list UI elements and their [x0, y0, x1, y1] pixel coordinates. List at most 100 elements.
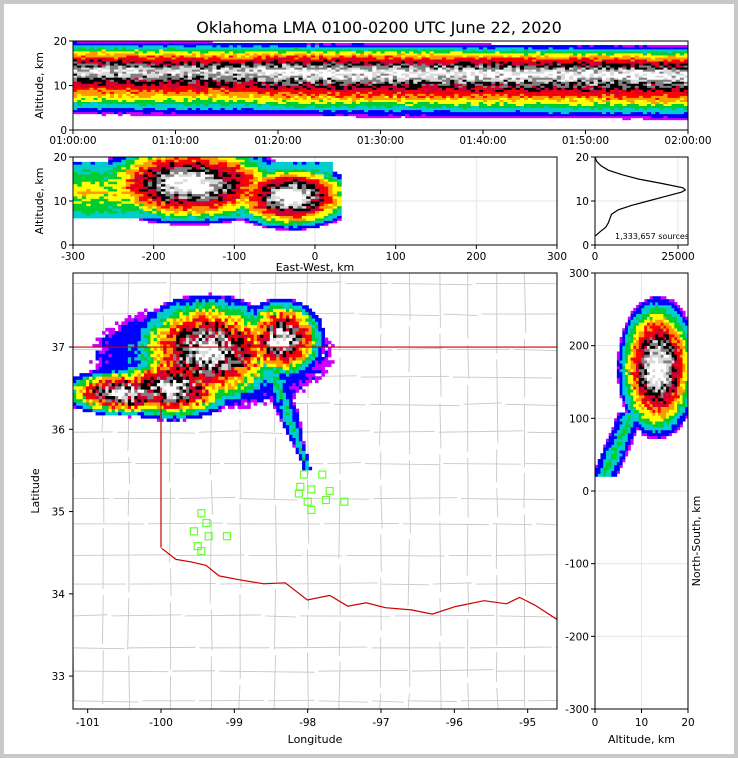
- time-height-cell: [478, 105, 484, 109]
- time-height-cell: [216, 73, 221, 76]
- time-height-cell: [163, 43, 168, 46]
- time-height-cell: [126, 85, 131, 88]
- time-height-cell: [228, 61, 234, 64]
- time-height-cell: [585, 87, 590, 90]
- time-height-cell: [466, 63, 471, 66]
- time-height-cell: [450, 107, 455, 111]
- time-height-cell: [171, 47, 176, 50]
- time-height-cell: [519, 95, 525, 98]
- time-height-cell: [122, 49, 127, 52]
- time-height-cell: [478, 75, 484, 78]
- time-height-cell: [470, 107, 476, 111]
- time-height-cell: [454, 47, 459, 50]
- time-height-cell: [606, 113, 611, 117]
- time-height-cell: [163, 89, 168, 92]
- time-height-cell: [396, 109, 402, 113]
- time-height-cell: [204, 79, 209, 82]
- time-height-cell: [511, 111, 517, 115]
- time-height-cell: [138, 101, 143, 104]
- time-height-cell: [433, 91, 439, 94]
- time-height-cell: [97, 49, 102, 52]
- time-height-cell: [437, 107, 443, 111]
- time-height-cell: [89, 99, 94, 102]
- time-height-cell: [212, 111, 217, 115]
- time-height-cell: [483, 87, 488, 90]
- time-height-cell: [347, 99, 353, 102]
- time-height-cell: [437, 47, 443, 50]
- time-height-cell: [388, 101, 394, 104]
- time-height-cell: [89, 45, 94, 48]
- time-height-cell: [351, 79, 357, 82]
- time-height-cell: [187, 55, 193, 58]
- time-height-cell: [335, 103, 340, 107]
- time-height-cell: [581, 103, 586, 107]
- time-height-cell: [216, 85, 221, 88]
- time-height-cell: [396, 61, 402, 64]
- time-height-cell: [97, 63, 102, 66]
- time-height-cell: [179, 91, 184, 94]
- time-height-cell: [257, 81, 262, 84]
- time-height-cell: [81, 69, 86, 72]
- time-height-cell: [77, 81, 82, 84]
- time-height-cell: [442, 87, 447, 90]
- time-height-cell: [138, 69, 143, 72]
- time-height-cell: [130, 67, 135, 70]
- time-height-cell: [614, 93, 619, 96]
- time-height-cell: [261, 83, 266, 86]
- time-height-cell: [118, 67, 123, 70]
- time-height-cell: [622, 65, 627, 68]
- time-height-cell: [167, 113, 172, 117]
- time-height-cell: [401, 83, 406, 86]
- time-height-cell: [560, 63, 566, 66]
- time-height-cell: [462, 95, 467, 98]
- time-height-cell: [216, 55, 221, 58]
- time-height-cell: [548, 67, 553, 70]
- time-height-cell: [573, 47, 578, 50]
- time-height-cell: [216, 43, 221, 46]
- time-height-cell: [519, 75, 525, 78]
- time-height-cell: [347, 71, 353, 74]
- time-height-cell: [175, 75, 180, 78]
- time-height-cell: [417, 87, 422, 90]
- time-height-cell: [409, 65, 414, 68]
- time-height-cell: [179, 75, 184, 78]
- time-height-cell: [425, 79, 430, 82]
- time-height-cell: [560, 75, 566, 78]
- time-height-cell: [323, 67, 328, 70]
- time-height-cell: [314, 97, 320, 100]
- time-height-cell: [376, 65, 381, 68]
- time-height-cell: [85, 61, 90, 64]
- time-height-cell: [581, 95, 586, 98]
- time-height-cell: [216, 101, 221, 104]
- time-height-cell: [101, 85, 107, 88]
- time-height-cell: [183, 83, 189, 86]
- time-height-cell: [191, 79, 197, 82]
- time-height-cell: [159, 89, 164, 92]
- time-height-cell: [364, 81, 369, 84]
- time-height-cell: [577, 63, 582, 66]
- time-height-cell: [314, 77, 320, 80]
- time-height-cell: [97, 99, 102, 102]
- time-height-cell: [450, 109, 455, 113]
- time-height-cell: [216, 51, 221, 54]
- time-height-cell: [552, 109, 558, 113]
- time-height-cell: [540, 109, 545, 113]
- time-height-cell: [105, 73, 111, 76]
- time-height-cell: [368, 63, 373, 66]
- time-height-cell: [458, 71, 463, 74]
- time-height-cell: [499, 95, 504, 98]
- time-height-cell: [585, 73, 590, 76]
- time-height-cell: [630, 85, 635, 88]
- time-height-cell: [413, 77, 418, 80]
- time-height-cell: [577, 93, 582, 96]
- time-height-cell: [335, 107, 340, 111]
- time-height-cell: [73, 83, 78, 86]
- time-height-cell: [163, 95, 168, 98]
- time-height-cell: [532, 49, 537, 52]
- time-height-cell: [499, 55, 504, 58]
- time-height-cell: [212, 75, 217, 78]
- time-height-cell: [171, 113, 176, 117]
- time-height-cell: [212, 65, 217, 68]
- time-height-cell: [606, 85, 611, 88]
- time-height-cell: [618, 81, 623, 84]
